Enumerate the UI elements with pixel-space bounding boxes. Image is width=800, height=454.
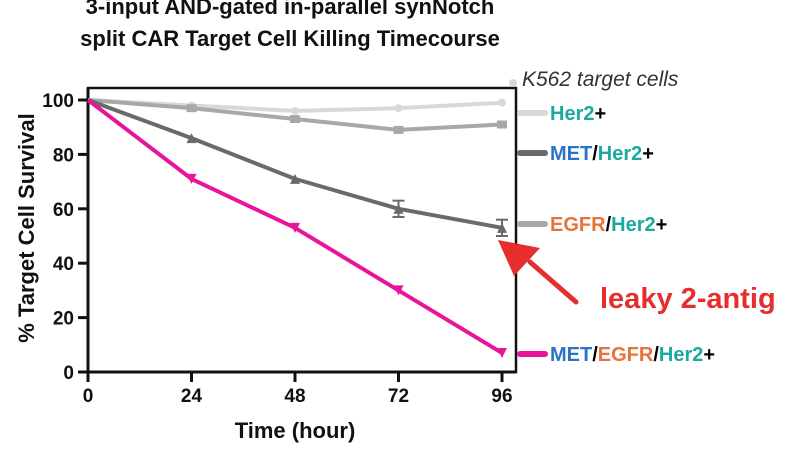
callout-text: leaky 2-antig — [600, 283, 776, 315]
data-point — [186, 133, 197, 144]
callout-arrow-head — [498, 240, 540, 276]
legend-label-part: + — [703, 344, 715, 366]
y-tick-label: 40 — [53, 254, 74, 275]
data-point — [393, 203, 404, 214]
data-point — [393, 125, 404, 134]
data-point — [497, 120, 507, 129]
y-axis-label: % Target Cell Survival — [14, 113, 39, 342]
legend-label-part: / — [592, 344, 598, 366]
data-point — [186, 104, 197, 113]
legend-label-part: Her2 — [659, 344, 703, 366]
data-point — [394, 104, 403, 113]
legend-label-part: EGFR — [598, 344, 654, 366]
legend-label-part: + — [594, 103, 606, 125]
data-point — [497, 347, 507, 358]
x-tick-label: 96 — [491, 386, 512, 407]
legend-label-part: MET — [550, 344, 592, 366]
legend-label-part: / — [653, 344, 659, 366]
data-point — [393, 285, 404, 296]
series-egfr-her2 — [87, 98, 507, 134]
data-point — [290, 222, 300, 233]
legend-heading: K562 target cells — [522, 68, 679, 91]
y-tick-label: 60 — [53, 200, 74, 221]
y-tick-label: 100 — [42, 91, 74, 112]
legend-label: MET/EGFR/Her2+ — [550, 344, 715, 366]
y-tick-label: 20 — [53, 309, 74, 330]
chart-title-line-2: split CAR Target Cell Killing Timecourse — [80, 26, 500, 51]
legend-label-part: Her2 — [598, 143, 642, 165]
x-tick-label: 72 — [388, 386, 409, 407]
series-met-her2 — [87, 98, 508, 237]
legend-item-met-egfr-her2: MET/EGFR/Her2+ — [517, 344, 715, 366]
legend-item-egfr-her2: EGFR/Her2+ — [517, 214, 667, 236]
legend-label-part: Her2 — [550, 103, 594, 125]
data-point — [290, 115, 300, 124]
legend-label-part: / — [606, 214, 612, 236]
x-tick-label: 48 — [284, 386, 305, 407]
legend-heading-dot — [509, 79, 517, 87]
data-point — [290, 173, 300, 184]
data-point — [186, 173, 197, 184]
legend-label-part: MET — [550, 143, 592, 165]
leaky-callout: leaky 2-antig — [498, 240, 776, 315]
data-point — [498, 98, 506, 107]
plot-axes: 0 20 40 60 80 100 0 24 48 72 96 Time (hour) % Target… — [14, 86, 518, 443]
legend-label-part: EGFR — [550, 214, 606, 236]
y-tick-label: 80 — [53, 145, 74, 166]
x-axis-label: Time (hour) — [235, 418, 356, 443]
legend-item-her2: Her2+ — [517, 103, 606, 125]
series-met-egfr-her2 — [86, 98, 507, 358]
legend-label-part: Her2 — [611, 214, 655, 236]
legend: K562 target cells Her2+EGFR/Her2+MET/Her… — [509, 68, 715, 366]
x-tick-label: 24 — [181, 386, 203, 407]
plot-series — [86, 98, 508, 358]
legend-label-part: + — [642, 143, 654, 165]
data-point — [291, 106, 299, 115]
legend-label: EGFR/Her2+ — [550, 214, 667, 236]
legend-label: MET/Her2+ — [550, 143, 654, 165]
chart-title-line-1: 3-input AND-gated in-parallel synNotch — [86, 0, 495, 19]
legend-item-met-her2: MET/Her2+ — [517, 143, 654, 165]
callout-arrow-shaft — [527, 259, 579, 305]
x-tick-label: 0 — [83, 386, 94, 407]
legend-label-part: / — [592, 143, 598, 165]
y-tick-label: 0 — [63, 363, 74, 384]
data-point — [497, 222, 507, 233]
legend-label-part: + — [656, 214, 668, 236]
legend-label: Her2+ — [550, 103, 606, 125]
